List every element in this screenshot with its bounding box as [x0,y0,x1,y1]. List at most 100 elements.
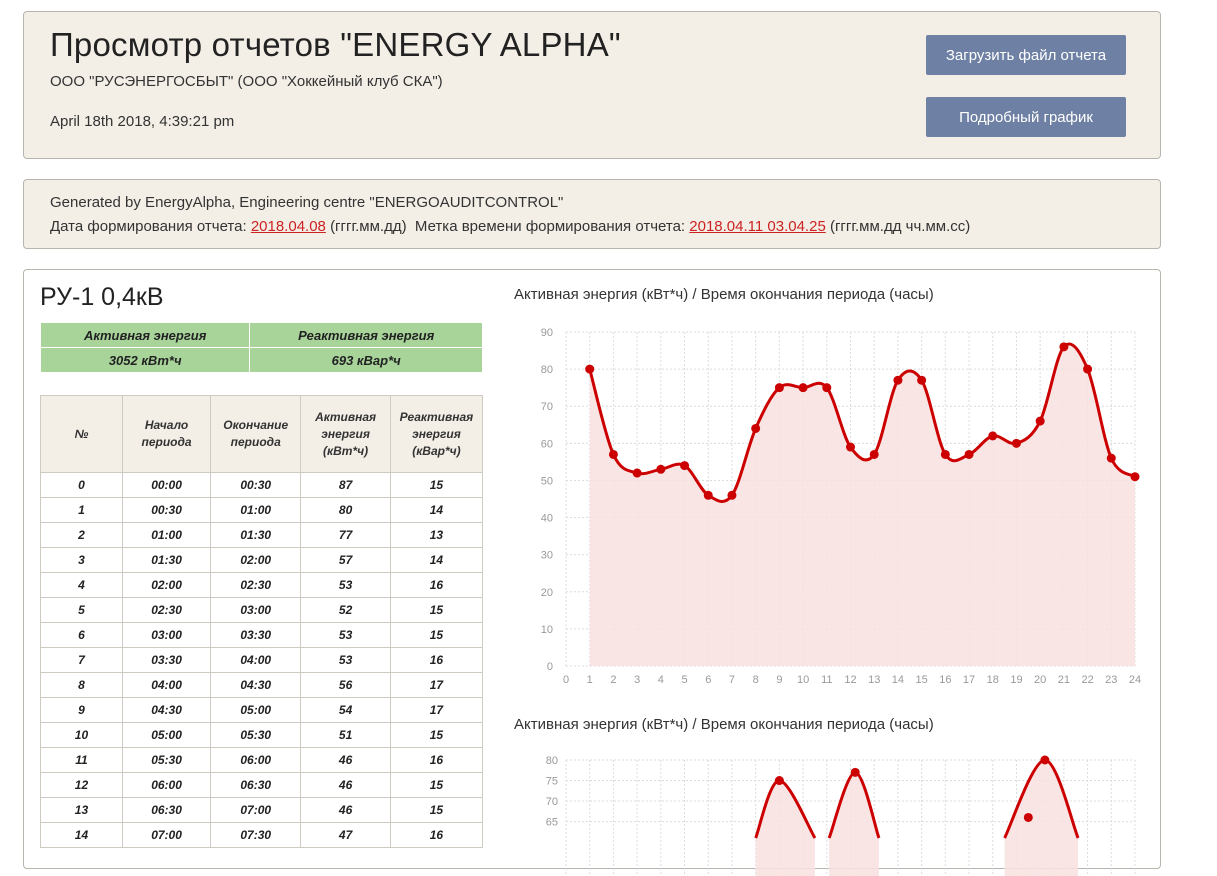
table-cell: 04:30 [121,697,212,723]
table-cell: 8 [40,672,123,698]
table-row: 12 06:00 06:30 46 15 [40,772,484,798]
table-cell: 15 [389,622,484,648]
table-cell: 02:00 [210,547,302,573]
table-cell: 05:30 [121,747,212,773]
data-point [1040,755,1050,765]
data-point [703,490,713,500]
summary-reactive-value: 693 кВар*ч [249,347,483,373]
table-cell: 01:00 [210,497,302,523]
table-cell: 05:30 [210,722,302,748]
summary-reactive-label: Реактивная энергия [249,322,483,348]
table-row: 14 07:00 07:30 47 16 [40,822,484,848]
timestamp-format: (гггг.мм.дд чч.мм.сс) [829,218,971,235]
y-tick-label: 65 [546,817,558,829]
x-tick-label: 3 [634,674,640,686]
column-header: Активная энергия (кВт*ч) [300,395,391,473]
table-row: 3 01:30 02:00 57 14 [40,547,484,573]
summary-active-label: Активная энергия [39,322,251,348]
table-cell: 0 [40,472,123,498]
table-cell: 06:30 [210,772,302,798]
table-row: 11 05:30 06:00 46 16 [40,747,484,773]
page-title: Просмотр отчетов "ENERGY ALPHA" [50,26,621,63]
table-row: 2 01:00 01:30 77 13 [40,522,484,548]
timestamp-label: Метка времени формирования отчета: [414,218,686,235]
data-point [585,364,595,374]
table-cell: 3 [40,547,123,573]
table-cell: 00:30 [210,472,302,498]
table-cell: 04:00 [121,672,212,698]
table-row: 4 02:00 02:30 53 16 [40,572,484,598]
table-cell: 15 [389,722,484,748]
table-cell: 4 [40,572,123,598]
table-cell: 46 [300,747,391,773]
data-point [940,449,950,459]
x-tick-label: 12 [844,674,856,686]
table-cell: 77 [300,522,391,548]
table-cell: 57 [300,547,391,573]
organization-name: ООО "РУСЭНЕРГОСБЫТ" (ООО "Хоккейный клуб… [50,73,443,90]
x-tick-label: 9 [776,674,782,686]
data-point [964,449,974,459]
data-point [893,375,903,385]
table-cell: 15 [389,472,484,498]
data-point [751,423,761,433]
data-table-body: 0 00:00 00:30 87 15 1 00:30 01:00 80 14 2 01:00 01:3… [40,472,484,848]
data-point [1023,812,1033,822]
series-area [589,344,1135,666]
table-cell: 05:00 [210,697,302,723]
data-point [917,375,927,385]
table-cell: 15 [389,597,484,623]
column-header: Начало периода [121,395,212,473]
y-tick-label: 70 [541,401,553,413]
table-cell: 02:30 [210,572,302,598]
table-cell: 07:00 [210,797,302,823]
x-tick-label: 11 [821,674,832,686]
x-tick-label: 10 [797,674,809,686]
x-tick-label: 15 [916,674,928,686]
table-row: 8 04:00 04:30 56 17 [40,672,484,698]
x-tick-label: 16 [939,674,951,686]
table-cell: 46 [300,797,391,823]
table-cell: 04:30 [210,672,302,698]
y-tick-label: 30 [541,550,553,562]
table-cell: 54 [300,697,391,723]
y-tick-label: 80 [546,755,558,767]
column-header: Реактивная энергия (кВар*ч) [389,395,484,473]
table-cell: 02:30 [121,597,212,623]
upload-report-button[interactable]: Загрузить файл отчета [926,35,1126,75]
report-date-link[interactable]: 2018.04.08 [250,218,326,235]
chart-2-title: Активная энергия (кВт*ч) / Время окончан… [514,716,934,733]
table-cell: 16 [389,747,484,773]
data-point [774,776,784,786]
x-tick-label: 13 [868,674,880,686]
report-date-label: Дата формирования отчета: [50,218,247,235]
data-point [1106,453,1116,463]
table-cell: 01:30 [121,547,212,573]
table-cell: 02:00 [121,572,212,598]
y-tick-label: 80 [541,364,553,376]
table-cell: 51 [300,722,391,748]
table-cell: 5 [40,597,123,623]
data-point [656,464,666,474]
table-cell: 14 [389,547,484,573]
table-row: 13 06:30 07:00 46 15 [40,797,484,823]
report-date-format: (гггг.мм.дд) [330,218,407,235]
y-tick-label: 60 [541,438,553,450]
table-cell: 15 [389,772,484,798]
table-cell: 53 [300,622,391,648]
y-tick-label: 20 [541,587,553,599]
x-tick-label: 1 [587,674,593,686]
y-tick-label: 70 [546,796,558,808]
timestamp-link[interactable]: 2018.04.11 03.04.25 [689,218,826,235]
summary-table: Активная энергия Реактивная энергия 3052… [39,322,483,373]
table-cell: 06:30 [121,797,212,823]
table-cell: 06:00 [210,747,302,773]
active-energy-chart: 0 1 2 3 4 5 6 7 8 9 10 11 12 13 14 15 16 17 18 19 20 21 22 23 24… [541,327,1141,686]
table-row: 10 05:00 05:30 51 15 [40,722,484,748]
detailed-chart-button[interactable]: Подробный график [926,97,1126,137]
table-cell: 03:00 [121,622,212,648]
table-cell: 16 [389,572,484,598]
table-row: 0 00:00 00:30 87 15 [40,472,484,498]
table-cell: 14 [40,822,123,848]
table-cell: 53 [300,647,391,673]
